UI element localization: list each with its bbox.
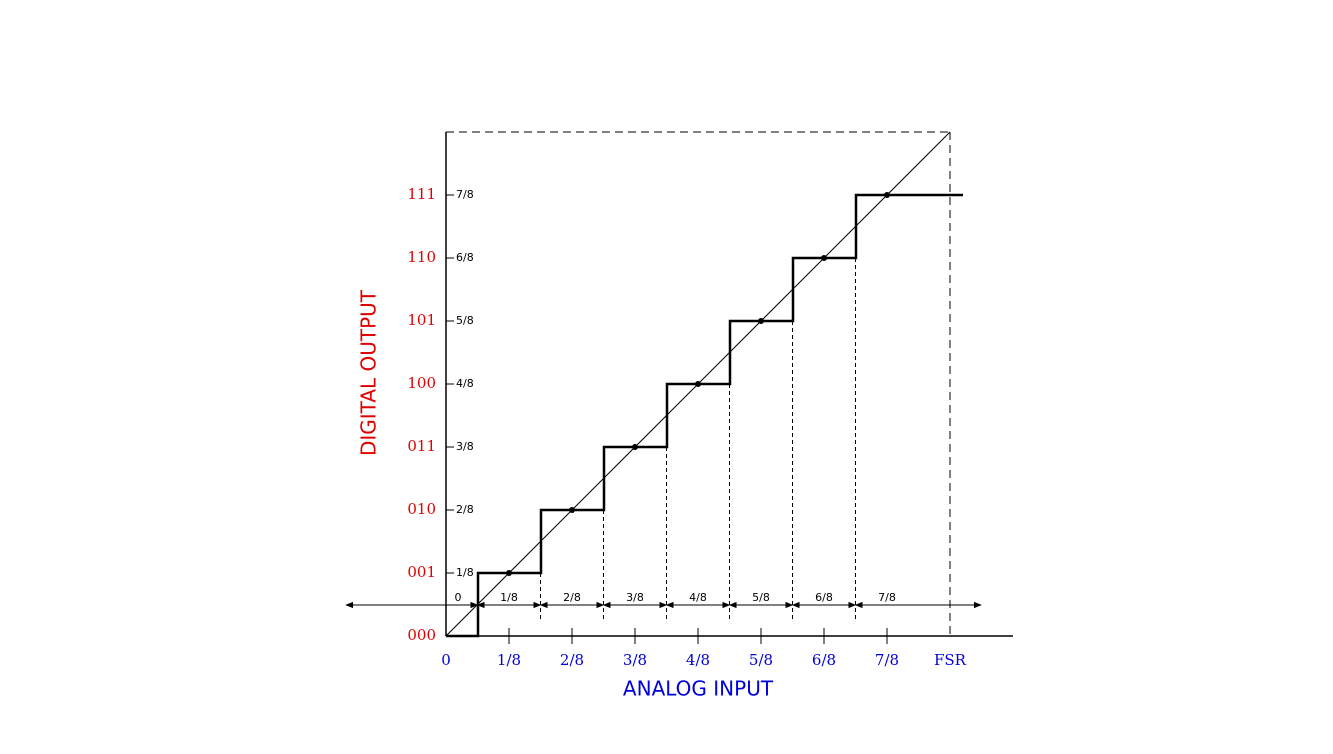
range-label: 4/8: [689, 591, 707, 604]
range-label: 6/8: [815, 591, 833, 604]
code-center-dot: [695, 381, 701, 387]
range-label: 5/8: [752, 591, 770, 604]
input-tick: 6/8: [812, 651, 836, 669]
output-level: 6/8: [456, 251, 474, 264]
code-center-dot: [506, 570, 512, 576]
range-label: 1/8: [500, 591, 518, 604]
output-level: 3/8: [456, 440, 474, 453]
input-tick: 4/8: [686, 651, 710, 669]
output-level: 2/8: [456, 503, 474, 516]
range-label: 3/8: [626, 591, 644, 604]
output-code: 111: [407, 185, 436, 203]
input-tick: 0: [441, 651, 451, 669]
code-center-dot: [632, 444, 638, 450]
code-center-dot: [884, 192, 890, 198]
input-tick: 2/8: [560, 651, 584, 669]
range-label: 0: [455, 591, 462, 604]
output-level: 4/8: [456, 377, 474, 390]
range-label: 2/8: [563, 591, 581, 604]
code-center-dot: [821, 255, 827, 261]
code-center-dot: [569, 507, 575, 513]
output-level: 5/8: [456, 314, 474, 327]
input-tick: FSR: [934, 651, 967, 669]
input-tick: 7/8: [875, 651, 899, 669]
range-label: 7/8: [878, 591, 896, 604]
output-level: 7/8: [456, 188, 474, 201]
output-code: 000: [407, 626, 436, 644]
output-code: 101: [407, 311, 436, 329]
output-code: 001: [407, 563, 436, 581]
code-center-dot: [758, 318, 764, 324]
output-code: 100: [407, 374, 436, 392]
input-tick: 3/8: [623, 651, 647, 669]
input-tick: 1/8: [497, 651, 521, 669]
output-code: 010: [407, 500, 436, 518]
output-code: 110: [407, 248, 436, 266]
input-tick: 5/8: [749, 651, 773, 669]
x-axis-title: ANALOG INPUT: [623, 677, 774, 701]
output-code: 011: [407, 437, 436, 455]
output-level: 1/8: [456, 566, 474, 579]
y-axis-title: DIGITAL OUTPUT: [357, 289, 381, 456]
